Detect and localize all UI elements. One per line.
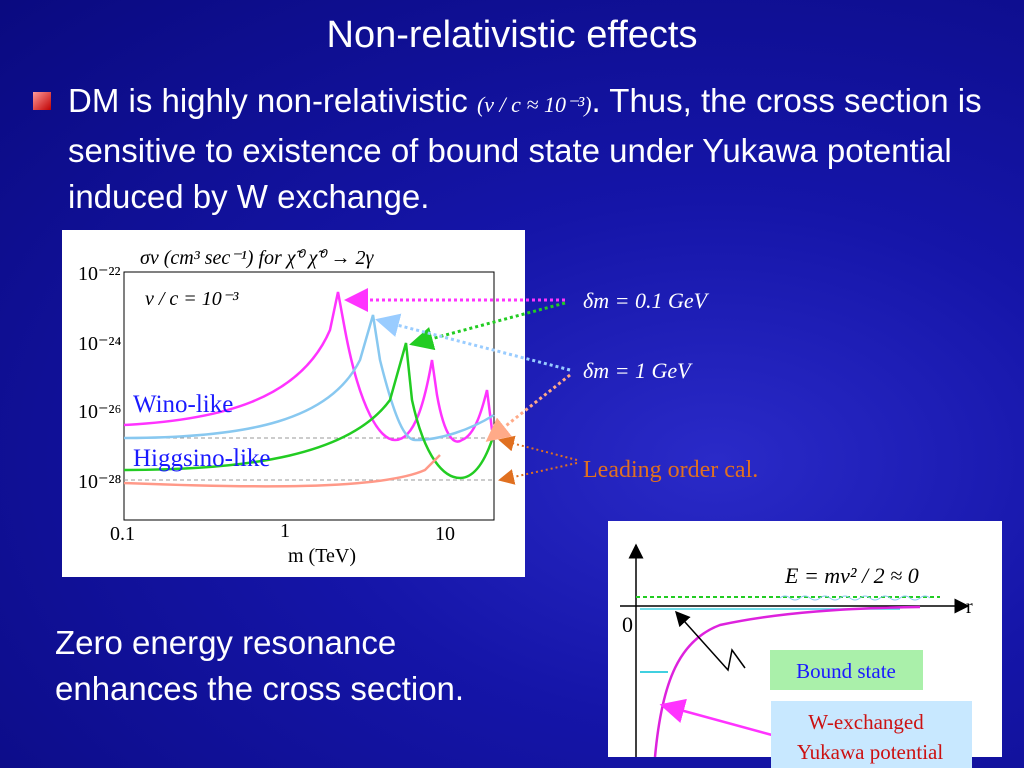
origin-label: 0 [622,612,633,637]
conclusion: Zero energy resonance enhances the cross… [55,620,464,712]
bullet-text-end: . Thus, the cross section is sensitive t… [68,82,982,215]
conclusion-line: enhances the cross section. [55,670,465,707]
mass-splitting-label: δm = 0.1 GeV [583,288,710,313]
higgsino-label: Higgsino-like [133,445,271,472]
conclusion-line: Zero energy resonance [55,624,397,661]
bullet-text: DM is highly non-relativistic (v / c ≈ 1… [68,78,1018,220]
bullet-icon [33,92,51,110]
x-tick-label: 1 [280,520,290,542]
arrow [659,698,773,737]
leading-order-label: Leading order cal. [583,457,758,483]
potential-label: W-exchanged [808,710,924,734]
potential-diagram: E = mv² / 2 ≈ 0 r 0 Bound state W-exchan… [608,521,1002,768]
x-tick-label: 10 [435,523,455,545]
x-tick-label: 0.1 [110,523,135,545]
arrow [409,301,566,351]
y-tick-label: 10⁻²⁶ [78,401,122,423]
slide-title: Non-relativistic effects [326,14,698,56]
wino-curve-2 [123,314,495,442]
bound-state-box [770,650,923,690]
leading-order-curve [123,454,441,488]
plot-background [62,230,525,577]
wave-function [779,595,931,601]
potential-box [771,701,972,768]
bullet-text-start: DM is highly non-relativistic [68,82,468,119]
bound-state-label: Bound state [796,659,896,683]
axis-label: r [966,596,973,618]
energy-formula: E = mv² / 2 ≈ 0 [784,563,919,588]
wino-label: Wino-like [133,391,233,418]
arrow [498,462,578,485]
yukawa-potential [653,605,921,758]
potential-label: Yukawa potential [797,740,944,764]
higgsino-curve [123,342,494,480]
cross-section-plot: σv (cm³ sec⁻¹) for χ̃⁰ χ̃⁰ → 2γ v / c = … [62,230,525,577]
y-tick-label: 10⁻²⁴ [78,333,122,355]
velocity-label: v / c = 10⁻³ [145,288,239,310]
y-tick-label: 10⁻²² [78,263,121,285]
x-axis-label: m (TeV) [288,545,356,567]
wino-curve-1 [123,291,494,443]
arrow [498,435,578,461]
y-tick-label: 10⁻²⁸ [78,471,122,493]
velocity-formula: (v / c ≈ 10⁻³) [476,92,592,117]
arrow [674,610,746,672]
plot-frame [123,271,495,521]
mass-splitting-label: δm = 1 GeV [583,358,693,383]
plot-header: σv (cm³ sec⁻¹) for χ̃⁰ χ̃⁰ → 2γ [140,247,374,269]
